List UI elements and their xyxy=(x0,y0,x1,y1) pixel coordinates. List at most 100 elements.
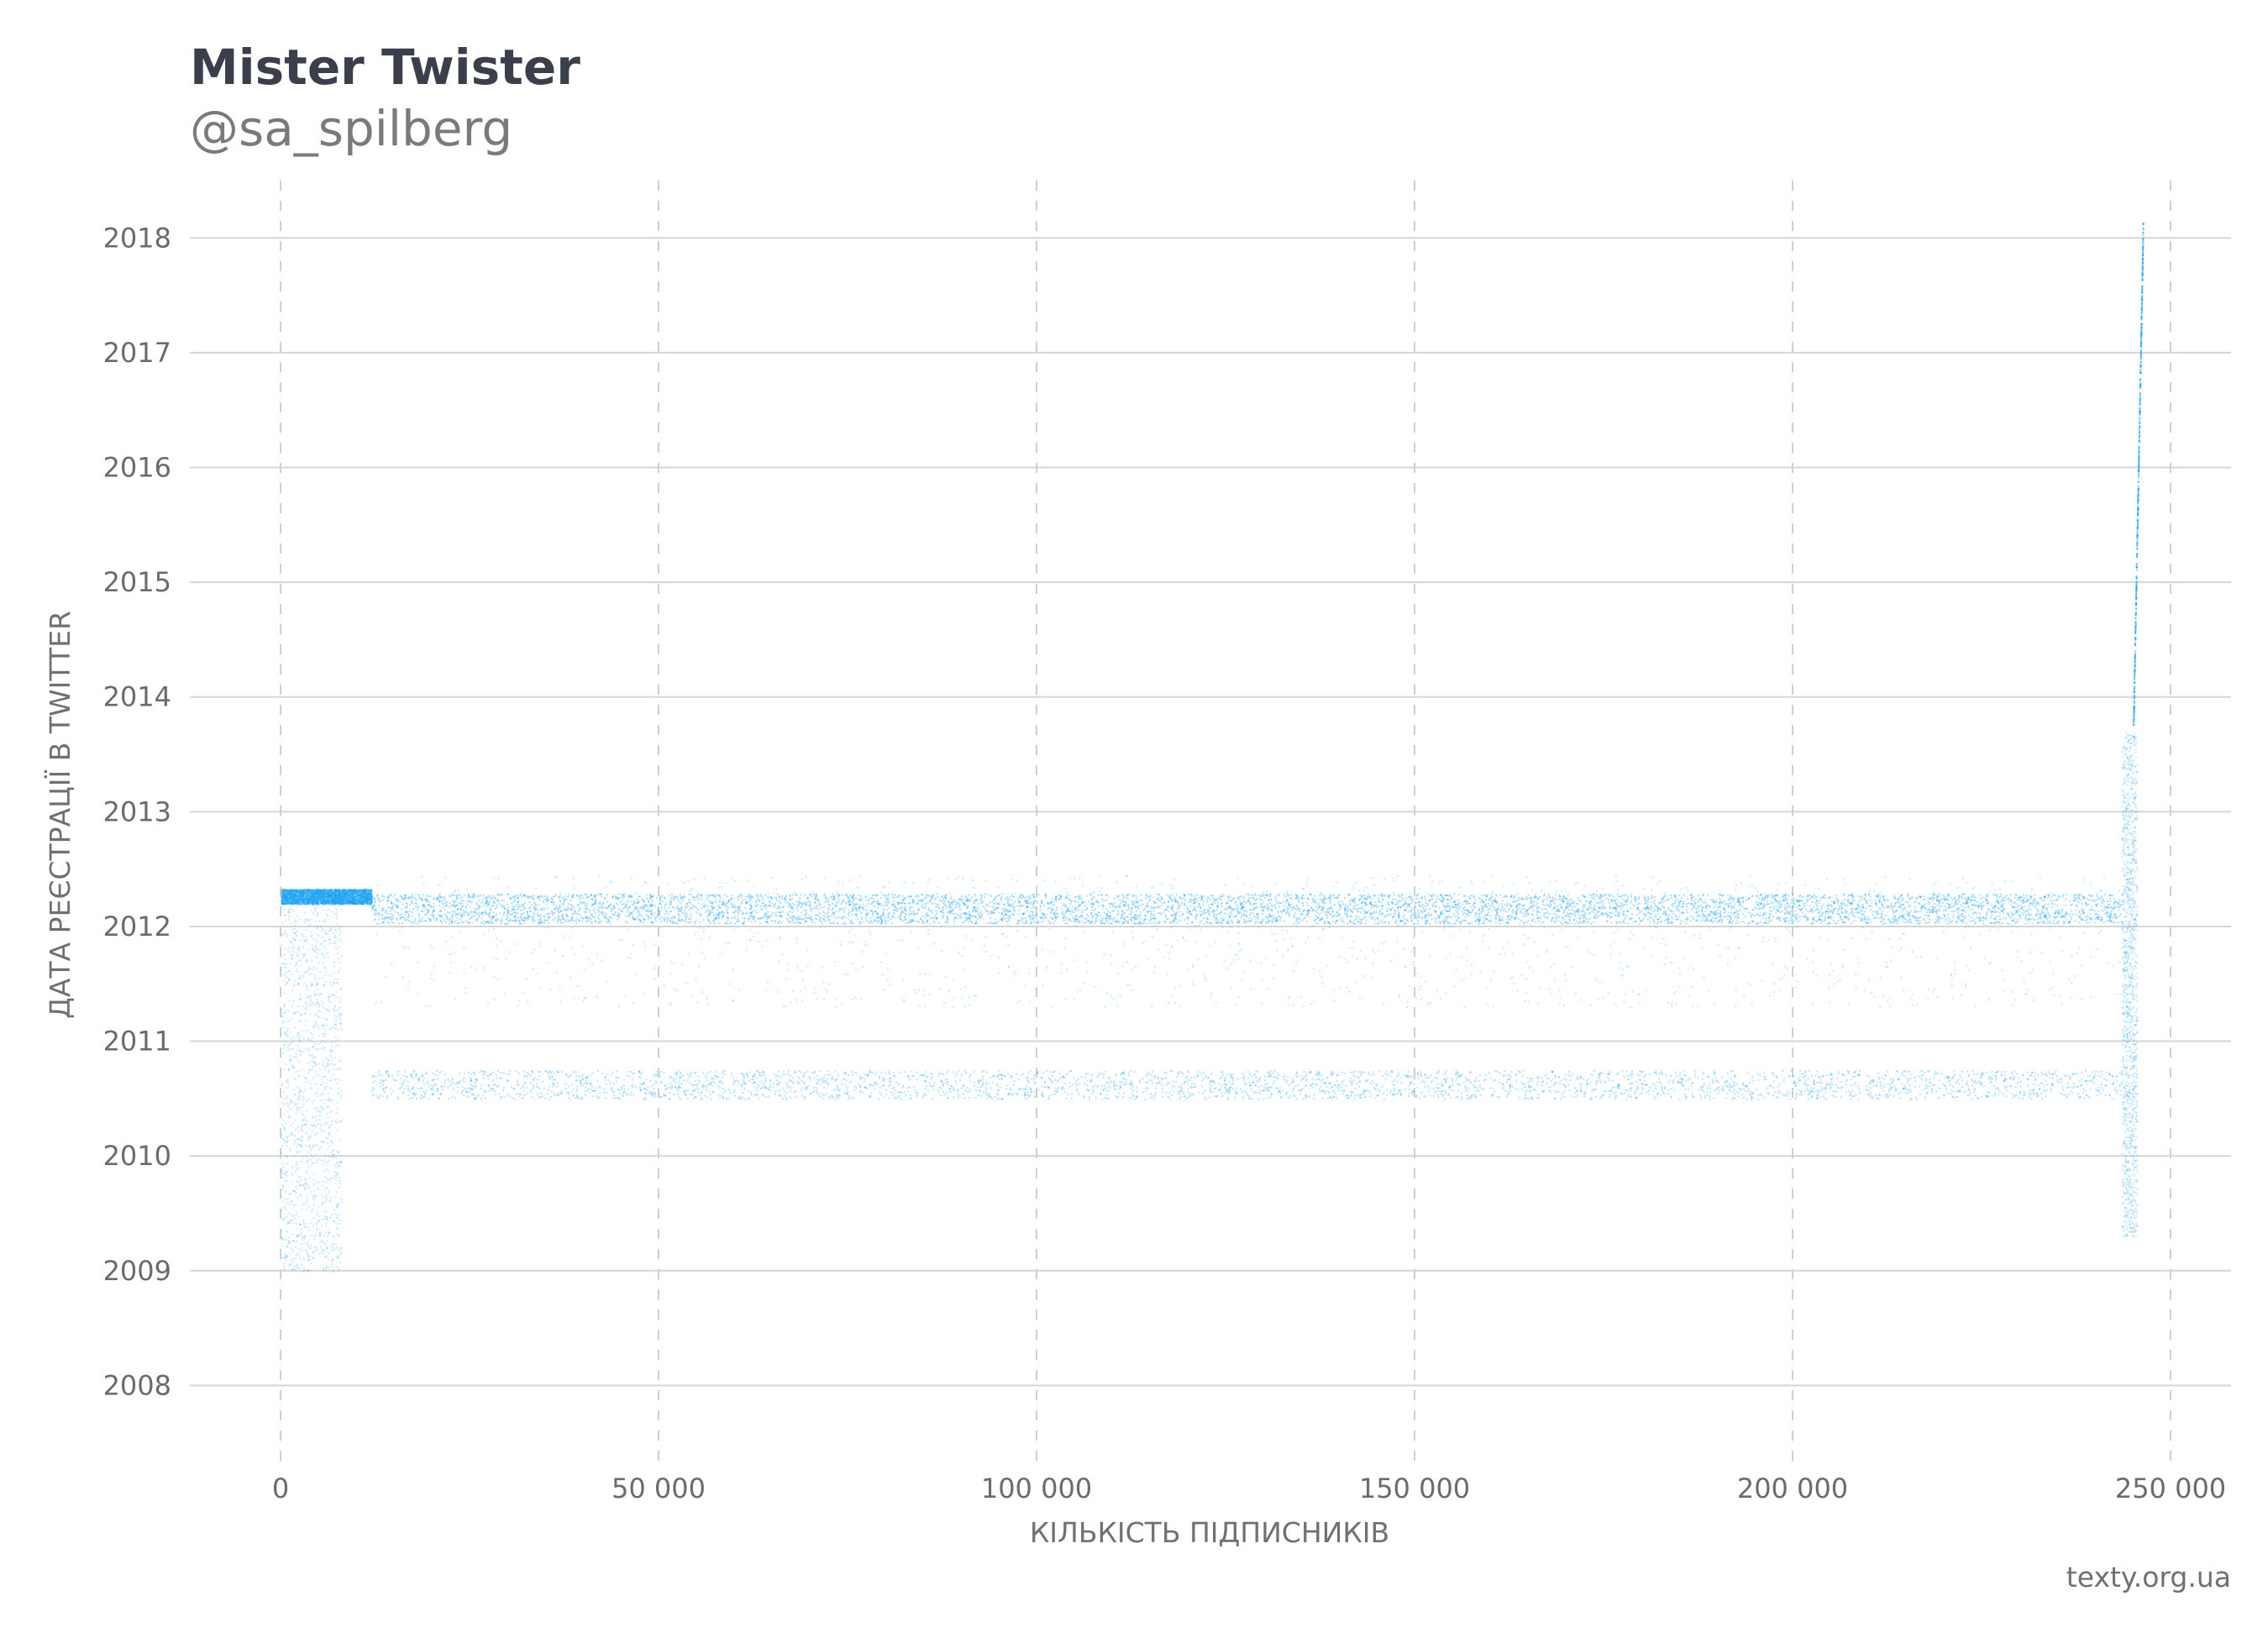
data-point xyxy=(1773,898,1776,900)
data-point xyxy=(1062,910,1064,912)
data-point xyxy=(1562,900,1565,902)
data-point xyxy=(1934,903,1936,905)
data-point xyxy=(1303,897,1305,900)
data-point xyxy=(785,895,787,897)
data-point xyxy=(517,908,519,911)
data-point xyxy=(1024,911,1026,914)
data-point xyxy=(1461,911,1463,913)
data-point xyxy=(541,908,543,911)
data-point xyxy=(1557,908,1559,911)
data-point xyxy=(1194,916,1196,918)
data-point xyxy=(1410,917,1413,920)
data-point xyxy=(1214,901,1215,904)
data-point xyxy=(633,918,635,921)
data-point xyxy=(1064,919,1067,921)
data-point xyxy=(697,899,700,901)
data-point xyxy=(816,899,819,901)
data-point xyxy=(1290,903,1293,906)
data-point xyxy=(1924,914,1926,916)
data-point xyxy=(1503,910,1505,912)
data-point xyxy=(1425,921,1427,924)
data-point xyxy=(1550,900,1552,902)
data-point xyxy=(1473,906,1476,908)
data-point xyxy=(637,909,639,911)
data-point xyxy=(1279,910,1282,912)
data-point xyxy=(513,916,516,918)
data-point xyxy=(1232,897,1235,900)
data-point xyxy=(686,915,689,916)
data-point xyxy=(1226,921,1229,924)
data-point xyxy=(1741,906,1744,907)
data-point xyxy=(373,896,375,899)
data-point xyxy=(413,917,416,920)
data-point xyxy=(976,917,979,920)
data-point xyxy=(1139,922,1142,925)
data-point xyxy=(522,920,525,921)
data-point xyxy=(718,904,721,906)
data-point xyxy=(612,895,614,898)
data-point xyxy=(1336,920,1338,922)
data-point xyxy=(1430,899,1432,901)
data-point xyxy=(711,905,713,907)
data-point xyxy=(672,898,675,900)
data-point xyxy=(1415,901,1416,904)
data-point xyxy=(1206,909,1209,911)
data-point xyxy=(1853,911,1856,914)
data-point xyxy=(732,897,735,900)
data-point xyxy=(1270,904,1273,906)
data-point xyxy=(1948,906,1950,909)
data-point xyxy=(1081,916,1084,918)
data-point xyxy=(1828,910,1830,912)
data-point xyxy=(731,904,732,906)
data-point xyxy=(2043,911,2045,914)
data-point xyxy=(1570,922,1572,925)
data-point xyxy=(750,912,753,914)
data-point xyxy=(546,906,549,909)
data-point xyxy=(1330,897,1332,900)
data-point xyxy=(1241,908,1243,911)
data-point xyxy=(678,908,680,911)
data-point xyxy=(563,898,565,900)
data-point xyxy=(2027,910,2029,912)
data-point xyxy=(1206,918,1209,921)
data-point xyxy=(1541,900,1544,903)
data-point xyxy=(1436,905,1438,907)
data-point xyxy=(1893,895,1896,897)
data-point xyxy=(727,916,729,919)
data-point xyxy=(1786,898,1788,900)
data-point xyxy=(1136,916,1138,917)
data-point xyxy=(638,917,639,920)
data-point xyxy=(927,907,930,910)
data-point xyxy=(1769,910,1772,912)
data-point xyxy=(1708,914,1710,916)
data-point xyxy=(1588,907,1591,910)
data-point xyxy=(1307,913,1310,915)
data-point xyxy=(1765,897,1767,899)
data-point xyxy=(1609,907,1612,910)
data-point xyxy=(1220,912,1222,915)
data-point xyxy=(989,901,990,904)
data-point xyxy=(1792,902,1794,905)
data-point xyxy=(885,897,888,900)
data-point xyxy=(490,909,492,911)
data-point xyxy=(832,911,834,914)
data-point xyxy=(909,906,911,908)
data-point xyxy=(1877,910,1879,912)
data-point xyxy=(1937,921,1940,923)
data-point xyxy=(769,905,771,907)
data-point xyxy=(880,905,883,907)
data-point xyxy=(1783,917,1785,920)
data-point xyxy=(1425,922,1427,925)
data-point xyxy=(640,921,642,923)
data-point xyxy=(954,917,957,920)
data-point xyxy=(936,911,938,914)
data-point xyxy=(715,900,717,903)
data-point xyxy=(2096,895,2098,897)
data-point xyxy=(1971,904,1974,906)
data-point xyxy=(575,920,577,922)
data-point xyxy=(407,913,410,916)
data-point xyxy=(1814,895,1816,897)
data-point xyxy=(659,903,662,906)
data-point xyxy=(825,896,827,899)
data-point xyxy=(1461,920,1463,922)
